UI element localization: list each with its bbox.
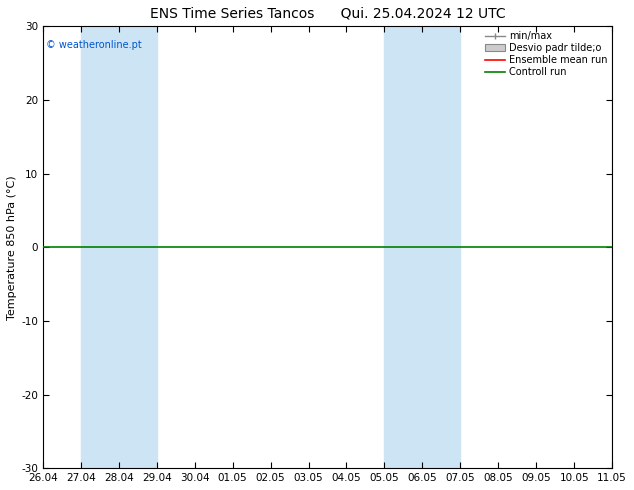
Y-axis label: Temperature 850 hPa (°C): Temperature 850 hPa (°C) — [7, 175, 17, 319]
Bar — [384, 26, 460, 468]
Bar — [612, 26, 634, 468]
Bar — [81, 26, 157, 468]
Title: ENS Time Series Tancos      Qui. 25.04.2024 12 UTC: ENS Time Series Tancos Qui. 25.04.2024 1… — [150, 7, 505, 21]
Legend: min/max, Desvio padr tilde;o, Ensemble mean run, Controll run: min/max, Desvio padr tilde;o, Ensemble m… — [484, 29, 609, 79]
Text: © weatheronline.pt: © weatheronline.pt — [46, 40, 141, 49]
